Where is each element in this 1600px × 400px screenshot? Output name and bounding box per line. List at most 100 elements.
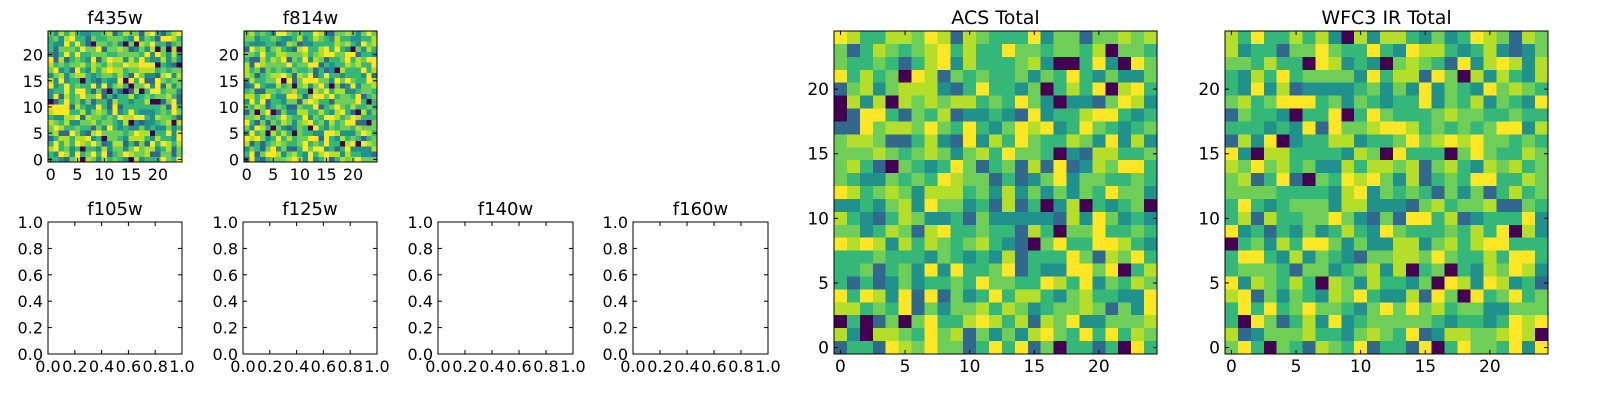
heatmap-cell	[1496, 315, 1510, 329]
heatmap-cell	[885, 341, 899, 355]
heatmap-cell	[1444, 224, 1458, 239]
heatmap-cell	[339, 36, 346, 42]
heatmap-cell	[275, 57, 282, 63]
heatmap-cell	[1053, 43, 1067, 58]
heatmap-cell	[281, 88, 287, 95]
heatmap-cell	[1496, 95, 1510, 109]
heatmap-cell	[834, 160, 848, 174]
heatmap-cell	[101, 78, 108, 84]
heatmap-cell	[371, 88, 378, 95]
heatmap-cell	[1405, 289, 1420, 303]
heatmap-cell	[963, 224, 977, 239]
heatmap-cell	[297, 99, 303, 105]
heatmap-cell	[69, 36, 76, 42]
heatmap-cell	[90, 41, 97, 48]
heatmap-cell	[160, 156, 167, 163]
heatmap-cell	[1341, 289, 1355, 303]
heatmap-cell	[1105, 341, 1119, 355]
heatmap-cell	[1354, 160, 1368, 174]
heatmap-cell	[1509, 224, 1523, 239]
heatmap-cell	[270, 78, 277, 84]
heatmap-cell	[123, 41, 129, 48]
heatmap-cell	[1066, 108, 1080, 122]
heatmap-cell	[1105, 237, 1119, 252]
heatmap-cell	[1457, 315, 1471, 329]
heatmap-cell	[1079, 69, 1093, 84]
heatmap-cell	[339, 99, 346, 105]
heatmap-cell	[1144, 31, 1158, 45]
heatmap-cell	[1380, 186, 1394, 200]
heatmap-cell	[1092, 315, 1106, 329]
heatmap-cell	[1079, 198, 1093, 213]
x-tick-label-f435w: 5	[72, 165, 82, 184]
heatmap-cell	[329, 41, 335, 48]
heatmap-cell	[1380, 276, 1394, 290]
heatmap-cell	[1066, 147, 1080, 161]
heatmap-cell	[302, 156, 309, 163]
heatmap-cell	[1496, 276, 1510, 290]
panel-title-f435w: f435w	[87, 8, 142, 29]
heatmap-cell	[53, 120, 60, 126]
heatmap-cell	[361, 99, 367, 105]
heatmap-cell	[1470, 276, 1484, 290]
heatmap-cell	[1263, 276, 1278, 290]
heatmap-cell	[1302, 95, 1316, 109]
heatmap-cell	[1457, 211, 1471, 226]
heatmap-cell	[1470, 56, 1484, 71]
heatmap-cell	[1509, 134, 1523, 148]
heatmap-cell	[1250, 302, 1265, 316]
heatmap-cell	[1131, 43, 1145, 58]
heatmap-cell	[834, 224, 848, 239]
heatmap-cell	[1522, 134, 1536, 148]
heatmap-cell	[924, 134, 938, 148]
y-tick-label-acs-total: 0	[818, 339, 829, 359]
heatmap-cell	[259, 72, 266, 79]
heatmap-cell	[1225, 69, 1239, 84]
heatmap-cell	[80, 104, 86, 110]
heatmap-cell	[286, 99, 293, 105]
heatmap-cell	[898, 31, 912, 45]
heatmap-cell	[1535, 121, 1549, 135]
heatmap-cell	[1483, 224, 1497, 239]
axes-frame-f105w	[47, 221, 183, 355]
heatmap-cell	[1079, 237, 1093, 252]
heatmap-cell	[911, 121, 925, 135]
heatmap-cell	[898, 276, 912, 290]
heatmap-cell	[1367, 82, 1381, 96]
heatmap-cell	[265, 78, 271, 84]
heatmap-cell	[1535, 186, 1549, 200]
heatmap-cell	[1444, 276, 1458, 290]
heatmap-cell	[313, 67, 319, 74]
heatmap-cell	[1457, 108, 1471, 122]
heatmap-cell	[1250, 341, 1265, 355]
heatmap-cell	[1354, 121, 1368, 135]
heatmap-cell	[1328, 289, 1342, 303]
heatmap-cell	[329, 151, 335, 158]
heatmap-cell	[1092, 328, 1106, 342]
heatmap-cell	[924, 289, 938, 303]
heatmap-cell	[885, 250, 899, 264]
heatmap-cell	[128, 125, 135, 131]
heatmap-cell	[259, 31, 266, 37]
heatmap-cell	[1380, 328, 1394, 342]
heatmap-cell	[106, 99, 113, 105]
heatmap-cell	[297, 109, 303, 116]
heatmap-cell	[963, 328, 977, 342]
heatmap-cell	[872, 173, 887, 187]
y-tick-label-f814w: 10	[219, 98, 239, 117]
heatmap-cell	[291, 156, 298, 163]
heatmap-cell	[254, 88, 261, 95]
heatmap-cell	[872, 315, 887, 329]
heatmap-cell	[1431, 276, 1446, 290]
heatmap-cell	[291, 135, 298, 142]
x-tick-label-f105w: 0.0	[35, 357, 60, 376]
heatmap-cell	[270, 99, 277, 105]
heatmap-cell	[106, 41, 113, 48]
heatmap-cell	[1457, 134, 1471, 148]
heatmap-cell	[1001, 134, 1016, 148]
heatmap-cell	[106, 141, 113, 147]
heatmap-cell	[1367, 69, 1381, 84]
heatmap-cell	[1079, 121, 1093, 135]
heatmap-cell	[950, 56, 964, 71]
